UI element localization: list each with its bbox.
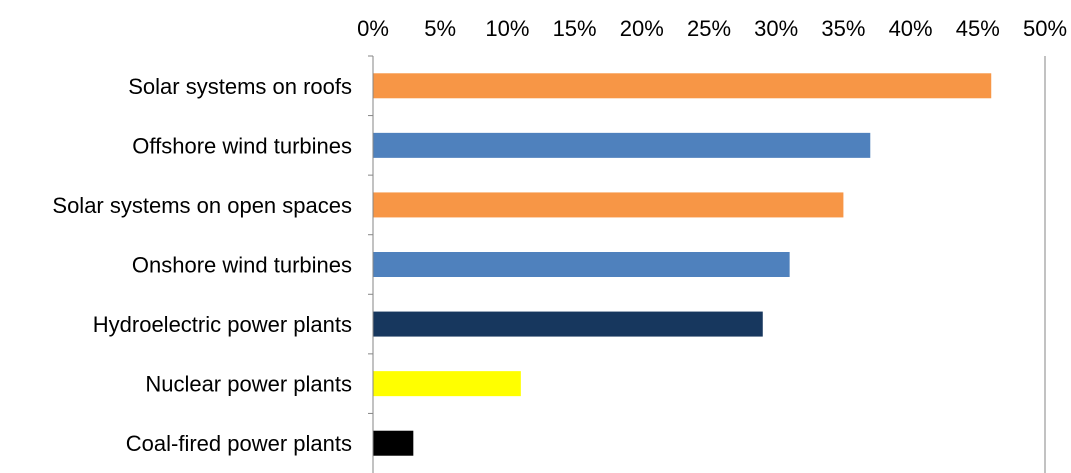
x-tick-label: 25% xyxy=(687,16,731,41)
x-tick-label: 15% xyxy=(553,16,597,41)
category-label: Hydroelectric power plants xyxy=(93,312,352,337)
bar xyxy=(373,311,763,337)
category-label: Solar systems on roofs xyxy=(128,74,352,99)
x-tick-label: 35% xyxy=(821,16,865,41)
x-tick-label: 50% xyxy=(1023,16,1067,41)
x-tick-label: 45% xyxy=(956,16,1000,41)
axis-layer xyxy=(368,55,374,473)
x-tick-labels: 0% 5% 10% 15% 20% 25% 30% 35% 40% 45% 50% xyxy=(357,16,1067,41)
category-label: Coal-fired power plants xyxy=(126,431,352,456)
bars-layer xyxy=(373,73,992,456)
x-tick-label: 20% xyxy=(620,16,664,41)
category-label: Onshore wind turbines xyxy=(132,253,352,278)
category-label: Offshore wind turbines xyxy=(132,133,352,158)
bar xyxy=(373,430,414,456)
category-label: Nuclear power plants xyxy=(145,372,352,397)
bar xyxy=(373,73,992,99)
x-tick-label: 5% xyxy=(424,16,456,41)
category-labels: Solar systems on roofs Offshore wind turb… xyxy=(52,74,352,456)
x-tick-label: 10% xyxy=(485,16,529,41)
bar xyxy=(373,252,790,277)
x-tick-label: 30% xyxy=(754,16,798,41)
bar xyxy=(373,192,844,218)
x-tick-label: 0% xyxy=(357,16,389,41)
bar xyxy=(373,132,871,158)
bar xyxy=(373,371,521,397)
x-tick-label: 40% xyxy=(889,16,933,41)
category-label: Solar systems on open spaces xyxy=(52,193,352,218)
